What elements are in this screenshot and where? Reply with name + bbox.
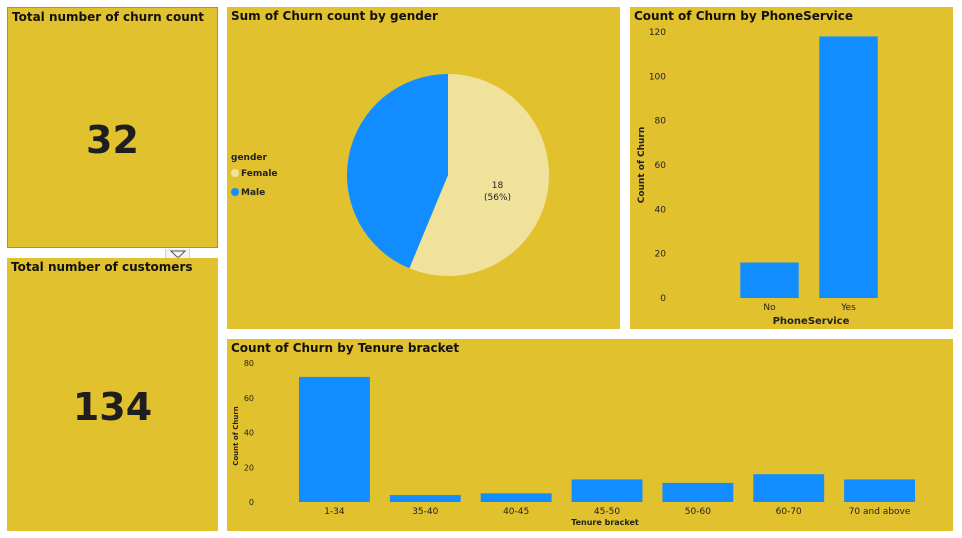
legend-title: gender [231,153,268,163]
bar-yes[interactable] [819,36,878,298]
tenure-bar-chart: Count of Churn Tenure bracket 0 20 40 60 80 1… [232,359,916,527]
phone-chart-title: Count of Churn by PhoneService [634,9,853,23]
x-tick-50-60: 50-60 [685,507,711,517]
pie-slice-female[interactable] [409,74,550,277]
phoneservice-bar-chart: Count of Churn PhoneService 0 20 40 60 80 100… [637,28,878,327]
x-tick-70-and-above: 70 and above [849,507,911,517]
gender-pie-card[interactable]: Sum of Churn count by gender gender Fema… [227,7,620,329]
churn-count-title: Total number of churn count [12,10,205,24]
female-slice-percent-label: (56%) [484,193,511,203]
y-tick-60: 60 [655,161,667,171]
customers-value: 134 [72,385,153,429]
x-tick-45-50: 45-50 [594,507,620,517]
tenure-chart-title: Count of Churn by Tenure bracket [231,341,460,355]
x-tick-1-34: 1-34 [324,507,345,517]
y-tick-60: 60 [244,394,254,403]
phoneservice-bar-card[interactable]: Count of Churn by PhoneService Count of … [630,7,953,329]
churn-count-value: 32 [86,118,139,162]
legend-marker-female [231,169,239,177]
customers-title: Total number of customers [11,260,193,274]
bar-70-and-above[interactable] [844,479,916,502]
phone-y-axis-label: Count of Churn [637,127,647,204]
x-tick-60-70: 60-70 [776,507,802,517]
tenure-y-axis-label: Count of Churn [232,406,240,466]
y-tick-20: 20 [244,463,254,472]
y-tick-40: 40 [244,429,254,438]
pie-slice-male[interactable] [347,74,448,269]
bar-1-34[interactable] [298,376,370,502]
bar-50-60[interactable] [662,482,734,502]
gender-pie-chart: gender Female Male 18 (56%) [231,74,550,277]
legend-marker-male [231,188,239,196]
female-slice-value-label: 18 [492,181,504,191]
bar-45-50[interactable] [571,479,643,502]
y-tick-40: 40 [655,205,667,215]
x-tick-yes: Yes [840,303,856,313]
pie-chart-title: Sum of Churn count by gender [231,9,438,23]
y-tick-0: 0 [249,498,254,507]
y-tick-80: 80 [244,359,254,368]
x-tick-no: No [763,303,776,313]
churn-count-card[interactable]: Total number of churn count 32 [7,7,218,248]
bar-40-45[interactable] [480,493,552,502]
y-tick-120: 120 [649,28,666,38]
x-tick-35-40: 35-40 [412,507,438,517]
y-tick-0: 0 [660,294,666,304]
x-tick-40-45: 40-45 [503,507,529,517]
phone-x-axis-label: PhoneService [773,316,850,327]
y-tick-100: 100 [649,72,666,82]
tenure-bar-card[interactable]: Count of Churn by Tenure bracket Count o… [227,339,953,531]
bar-no[interactable] [740,262,799,298]
y-tick-80: 80 [655,117,667,127]
customers-card[interactable]: Total number of customers 134 [7,258,218,531]
legend-item-female[interactable]: Female [241,169,278,179]
y-tick-20: 20 [655,250,667,260]
tenure-x-axis-label: Tenure bracket [571,518,639,527]
filter-icon[interactable] [170,250,186,258]
legend-item-male[interactable]: Male [241,188,265,198]
bar-60-70[interactable] [753,474,825,502]
bar-35-40[interactable] [389,495,461,502]
